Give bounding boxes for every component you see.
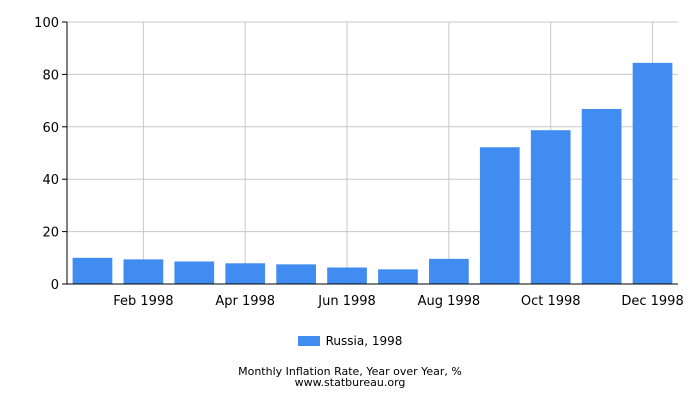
bar <box>174 261 215 284</box>
x-tick-label: Feb 1998 <box>113 294 173 309</box>
legend: Russia, 1998 <box>0 333 700 349</box>
y-tick-label: 80 <box>42 68 59 83</box>
y-axis-ticks: 0 20 40 60 80 100 <box>34 16 67 293</box>
bar <box>327 267 367 284</box>
y-tick-label: 20 <box>42 226 59 241</box>
bar <box>276 264 316 284</box>
x-tick-label: Aug 1998 <box>418 294 481 309</box>
bar <box>479 147 520 284</box>
chart: 0 20 40 60 80 100 Feb 1998 Apr 1998 Jun 1998 Aug… <box>34 16 684 309</box>
x-tick-label: Oct 1998 <box>521 294 581 309</box>
legend-swatch <box>297 336 320 346</box>
bar <box>429 258 469 284</box>
legend-label: Russia, 1998 <box>325 334 403 348</box>
x-axis-ticks: Feb 1998 Apr 1998 Jun 1998 Aug 1998 Oct 1998… <box>113 294 683 309</box>
x-tick-label: Dec 1998 <box>621 294 683 309</box>
chart-title: Monthly Inflation Rate, Year over Year, … <box>238 365 462 378</box>
bar <box>632 62 673 284</box>
y-tick-label: 60 <box>42 121 59 136</box>
y-tick-label: 100 <box>34 16 59 31</box>
y-tick-label: 0 <box>51 278 59 293</box>
bar <box>72 257 113 284</box>
x-tick-label: Jun 1998 <box>317 294 376 309</box>
bar <box>123 259 164 284</box>
bar <box>225 263 266 284</box>
y-tick-label: 40 <box>42 173 59 188</box>
bar <box>378 269 418 284</box>
bars <box>72 62 673 284</box>
source-label: www.statbureau.org <box>294 376 406 389</box>
bar <box>581 108 622 284</box>
axes <box>66 22 678 285</box>
bar <box>530 130 571 284</box>
x-tick-label: Apr 1998 <box>215 294 275 309</box>
